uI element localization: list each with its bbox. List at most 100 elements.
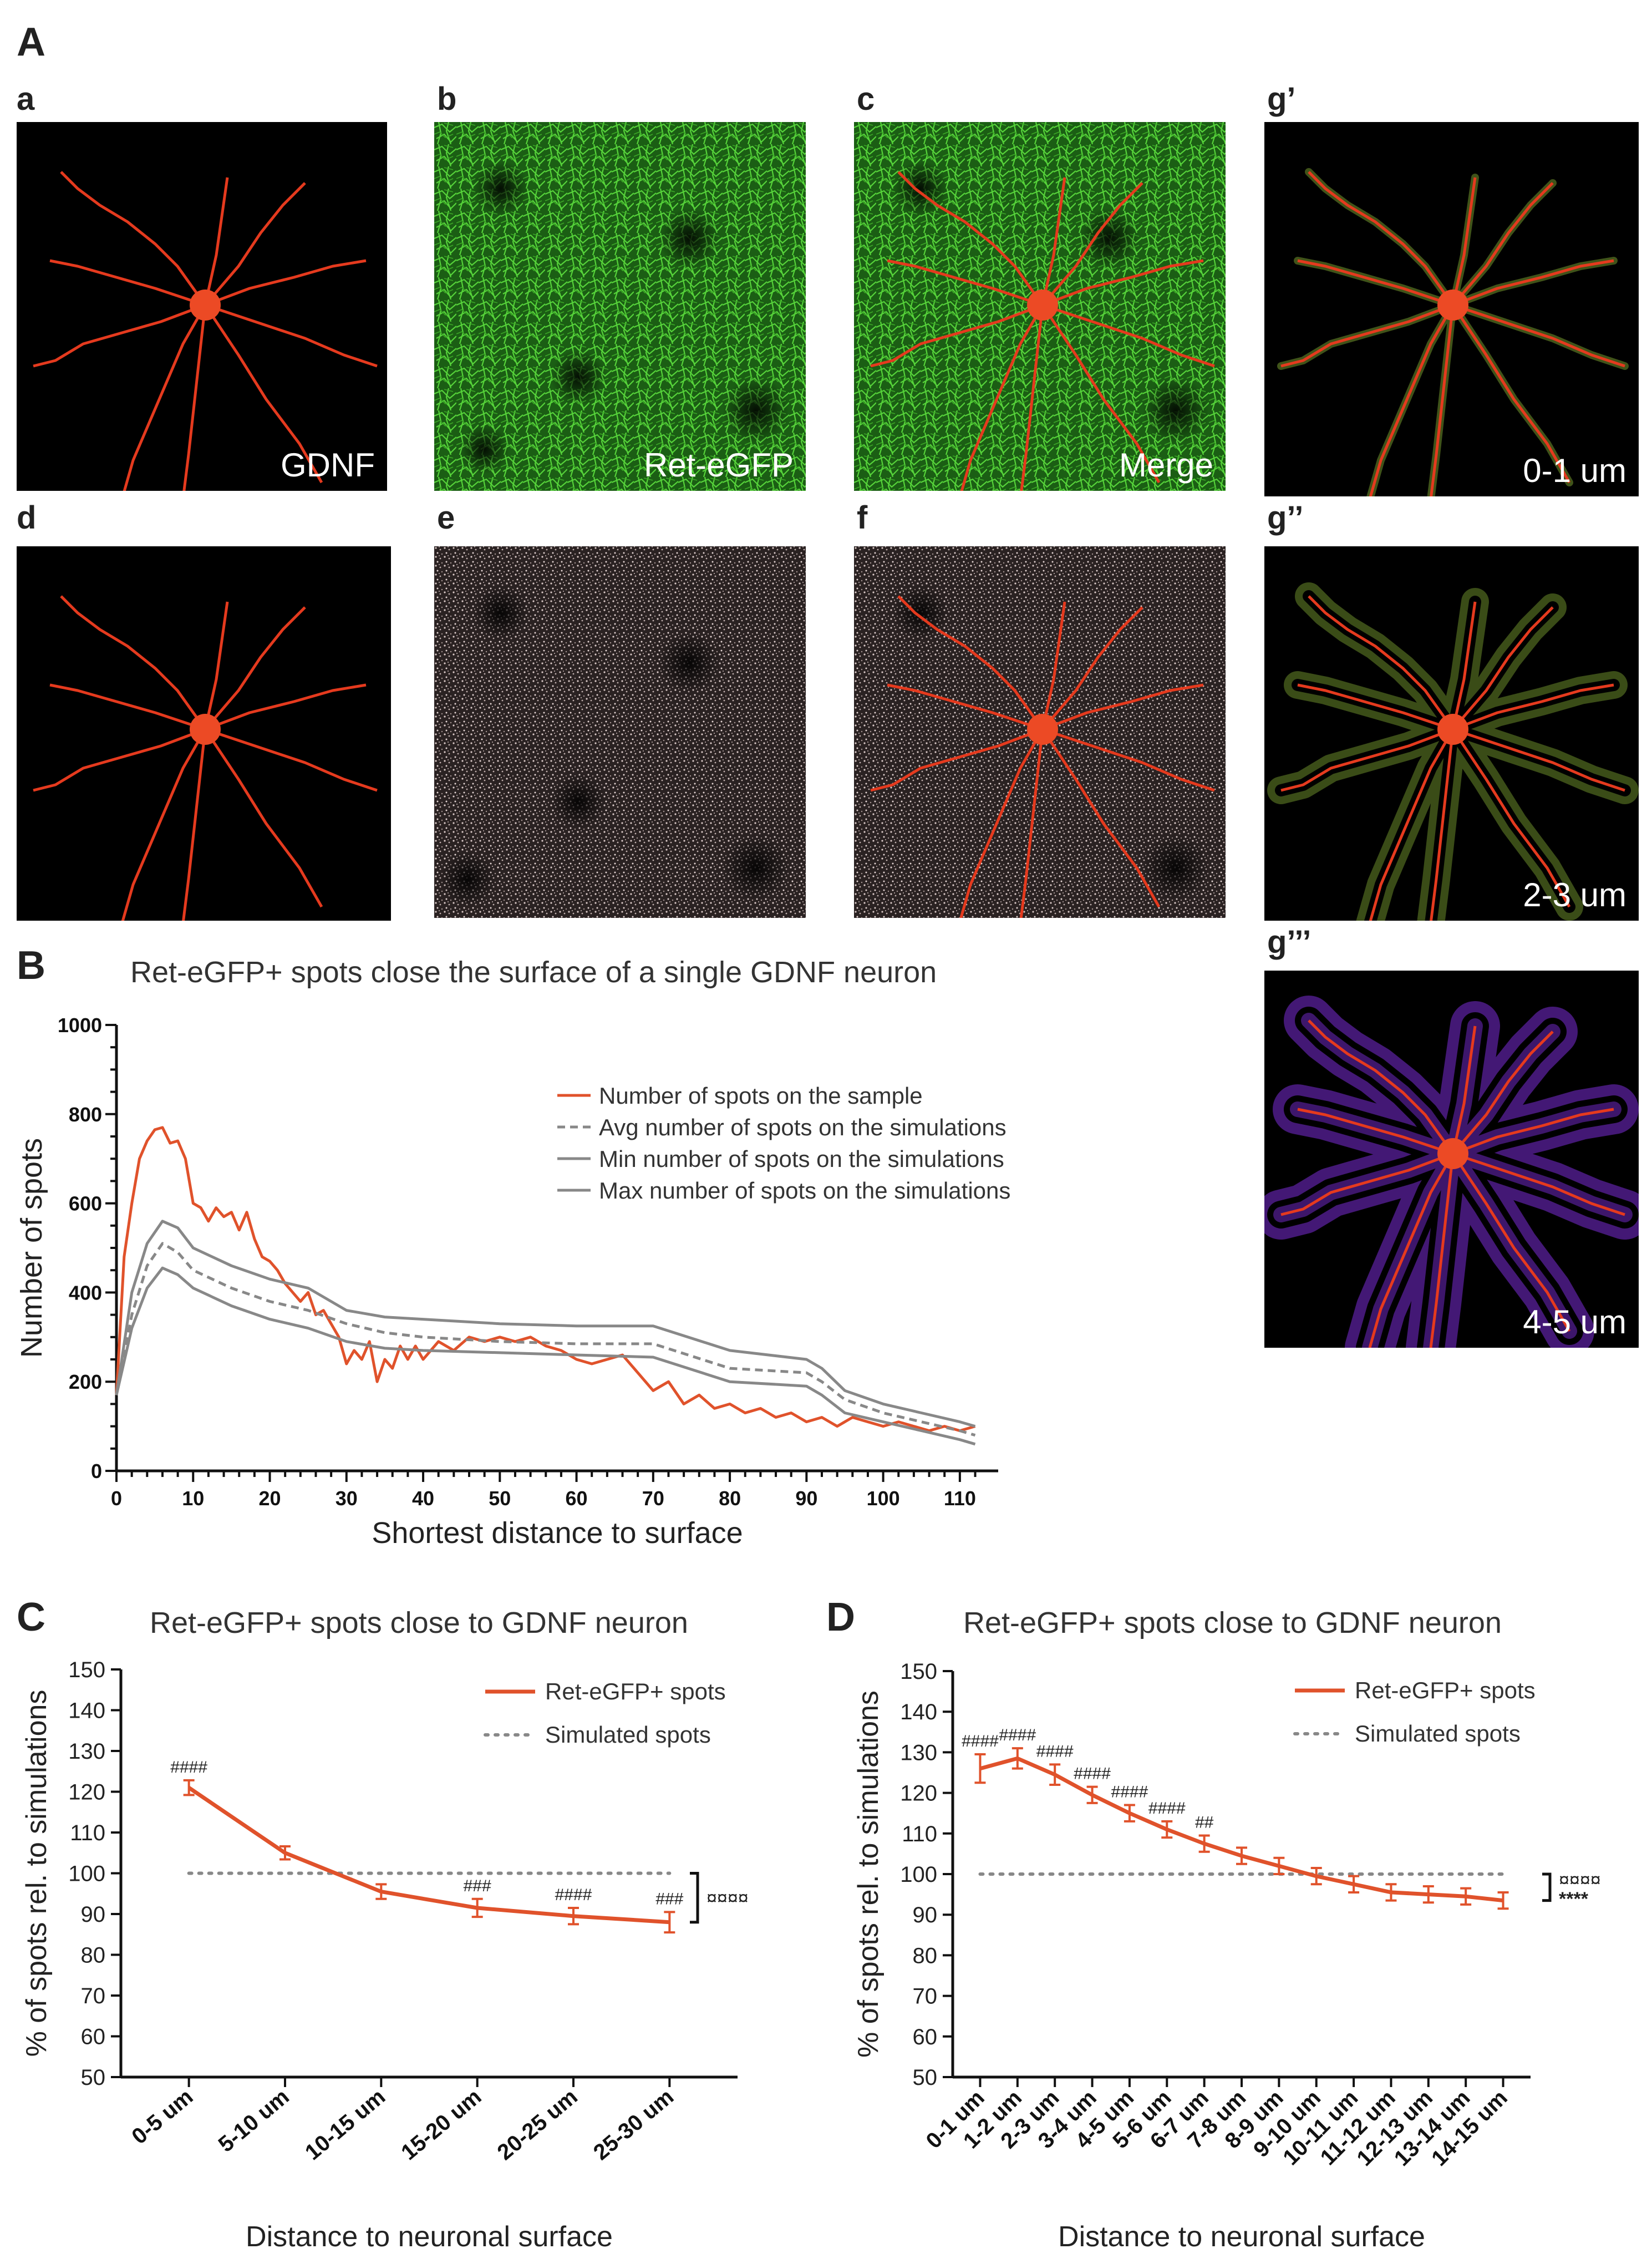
chart-d-title: Ret-eGFP+ spots close to GDNF neuron (963, 1606, 1502, 1639)
legend-label: Ret-eGFP+ spots (545, 1678, 726, 1704)
x-axis-label: Distance to neuronal surface (246, 2221, 613, 2253)
panel-letter-d: d (17, 500, 37, 536)
y-tick-label: 110 (70, 1821, 105, 1845)
legend-label: Number of spots on the sample (599, 1083, 923, 1109)
y-tick-label: 400 (69, 1281, 102, 1304)
panel-letter-f: f (857, 500, 868, 536)
x-tick-label: 80 (719, 1487, 741, 1510)
x-axis-label: Shortest distance to surface (372, 1516, 743, 1550)
image-label-gdnf: GDNF (281, 446, 375, 484)
legend-label: Simulated spots (1355, 1720, 1521, 1747)
y-tick-label: 140 (68, 1699, 105, 1723)
y-axis-label: % of spots rel. to simulations (852, 1691, 885, 2058)
y-tick-label: 150 (68, 1658, 105, 1682)
y-tick-label: 70 (81, 1984, 106, 2008)
y-tick-label: 600 (69, 1192, 102, 1215)
x-tick-label: 5-10 um (214, 2084, 294, 2157)
y-tick-label: 100 (900, 1862, 937, 1887)
bracket-label: ¤¤¤¤ (1559, 1870, 1601, 1891)
panel-letter-c: c (857, 81, 875, 117)
y-tick-label: 140 (900, 1700, 937, 1724)
significance-label: #### (999, 1726, 1036, 1744)
image-g2: 2-3 um (1264, 546, 1639, 921)
legend-label: Ret-eGFP+ spots (1355, 1677, 1536, 1703)
y-tick-label: 60 (81, 2025, 106, 2049)
series-line-2 (115, 1266, 976, 1446)
image-label-ret-egfp: Ret-eGFP (643, 446, 794, 484)
x-tick-label: 25-30 um (589, 2084, 678, 2165)
chart-b-title: Ret-eGFP+ spots close the surface of a s… (130, 956, 937, 989)
y-tick-label: 90 (81, 1902, 106, 1927)
x-tick-label: 0 (111, 1487, 122, 1510)
panel-letter-C: C (17, 1595, 45, 1639)
bracket-label-2: **** (1559, 1889, 1589, 1910)
bracket-label: ¤¤¤¤ (706, 1888, 749, 1909)
y-tick-label: 90 (913, 1903, 938, 1927)
y-tick-label: 120 (68, 1780, 105, 1805)
y-tick-label: 50 (913, 2065, 938, 2090)
x-tick-label: 60 (566, 1487, 588, 1510)
y-tick-label: 150 (900, 1659, 937, 1684)
series-line-3 (115, 1220, 976, 1428)
image-ret-spots (434, 546, 806, 918)
y-tick-label: 800 (69, 1103, 102, 1126)
significance-label: #### (555, 1886, 592, 1904)
significance-label: ### (655, 1890, 683, 1908)
x-tick-label: 70 (642, 1487, 664, 1510)
y-tick-label: 0 (91, 1460, 102, 1483)
image-gdnf-surface (17, 546, 391, 921)
image-spots-merge (854, 546, 1226, 918)
x-tick-label: 20-25 um (493, 2084, 582, 2165)
chart-c: 50 60 70 80 90 100 110 120 130 140 150 0-5 um 5-10 u… (21, 1658, 749, 2253)
panel-letter-e: e (437, 500, 455, 536)
series-line-0 (115, 1126, 976, 1433)
significance-label: #### (1036, 1742, 1074, 1760)
series-ret-line (187, 1786, 670, 1925)
x-tick-label: 20 (258, 1487, 281, 1510)
y-tick-label: 70 (913, 1984, 938, 2009)
y-tick-label: 110 (902, 1822, 937, 1846)
panel-letter-B: B (17, 943, 45, 988)
panel-letter-a: a (17, 81, 35, 117)
image-label-g2: 2-3 um (1523, 876, 1626, 913)
image-ret-egfp: Ret-eGFP (434, 122, 806, 491)
y-tick-label: 120 (900, 1781, 937, 1806)
significance-label: #### (962, 1732, 999, 1750)
significance-bracket (690, 1872, 699, 1924)
chart-b: 0 200 400 600 800 1000 0 10 20 30 40 50 60 70 80 90 100 1… (15, 1014, 1010, 1550)
y-tick-label: 50 (81, 2065, 106, 2090)
y-tick-label: 100 (68, 1862, 105, 1886)
significance-label: #### (1074, 1765, 1111, 1783)
legend-label: Simulated spots (545, 1722, 711, 1748)
x-tick-label: 100 (867, 1487, 900, 1510)
image-label-merge: Merge (1119, 446, 1213, 484)
legend-label: Min number of spots on the simulations (599, 1146, 1004, 1172)
x-tick-label: 10 (182, 1487, 204, 1510)
significance-bracket (1542, 1872, 1552, 1902)
image-gdnf: GDNF (17, 122, 387, 491)
panel-letter-D: D (826, 1595, 855, 1639)
series-ret-line (979, 1756, 1503, 1903)
x-tick-label: 15-20 um (397, 2084, 486, 2165)
y-tick-label: 80 (913, 1943, 938, 1968)
x-tick-label: 110 (944, 1487, 976, 1510)
significance-label: #### (1111, 1783, 1148, 1801)
panel-letter-g1: g’ (1267, 81, 1296, 117)
image-merge: Merge (854, 122, 1226, 491)
y-tick-label: 130 (68, 1739, 105, 1764)
x-tick-label: 50 (489, 1487, 511, 1510)
panel-letter-A: A (17, 20, 45, 64)
y-tick-label: 130 (900, 1740, 937, 1765)
x-axis-label: Distance to neuronal surface (1058, 2221, 1425, 2253)
y-tick-label: 1000 (58, 1014, 102, 1037)
panel-letter-g3: g’’’ (1267, 924, 1312, 960)
significance-label: ### (464, 1877, 491, 1895)
significance-label: #### (1148, 1799, 1186, 1818)
x-tick-label: 30 (336, 1487, 358, 1510)
y-tick-label: 200 (69, 1370, 102, 1393)
image-g1: 0-1 um (1264, 122, 1639, 496)
panel-letter-g2: g’’ (1267, 500, 1304, 536)
y-axis-label: % of spots rel. to simulations (21, 1690, 53, 2057)
y-axis-label: Number of spots (15, 1138, 48, 1358)
